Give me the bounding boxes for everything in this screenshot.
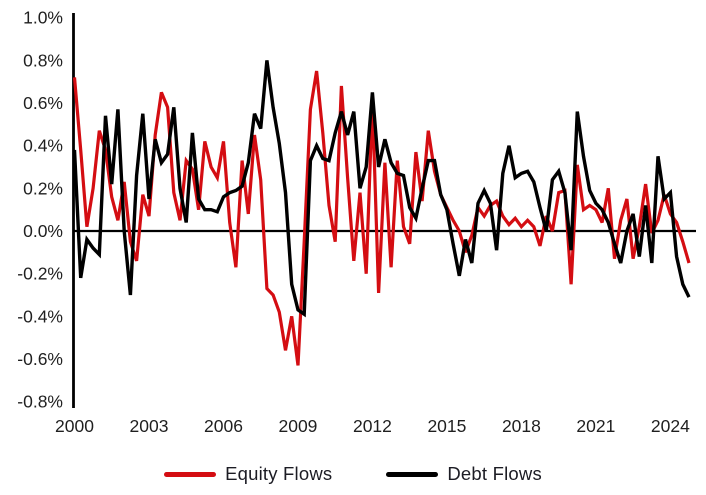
x-axis-tick-label: 2009	[278, 416, 317, 436]
x-axis-tick-label: 2000	[55, 416, 94, 436]
y-axis-tick-label: -0.8%	[17, 392, 63, 412]
x-axis-tick-label: 2006	[204, 416, 243, 436]
legend-label-equity-flows: Equity Flows	[225, 463, 333, 484]
equity-flows-line	[72, 70, 691, 366]
y-axis-tick-label: 0.4%	[23, 136, 63, 156]
x-axis-tick-label: 2018	[502, 416, 541, 436]
legend-item-equity-flows: Equity Flows	[164, 463, 332, 485]
y-axis-tick-label: 0.6%	[23, 93, 63, 113]
y-axis-tick-label: 1.0%	[23, 8, 63, 28]
y-axis-tick-label: 0.0%	[23, 221, 63, 241]
legend-label-debt-flows: Debt Flows	[447, 463, 542, 484]
chart-legend: Equity Flows Debt Flows	[0, 459, 706, 489]
x-axis-tick-label: 2021	[576, 416, 615, 436]
debt-flows-line	[72, 60, 691, 318]
y-axis-tick-label: -0.4%	[17, 306, 63, 326]
y-axis-tick-label: 0.8%	[23, 50, 63, 70]
legend-item-debt-flows: Debt Flows	[386, 463, 542, 485]
equity-flows-line-swatch	[164, 471, 217, 477]
x-axis-tick-label: 2003	[130, 416, 169, 436]
x-axis-tick-label: 2012	[353, 416, 392, 436]
y-axis-tick-label: -0.2%	[17, 264, 63, 284]
y-axis-tick-label: 0.2%	[23, 178, 63, 198]
debt-flows-line-swatch	[386, 471, 439, 477]
x-axis-tick-label: 2024	[651, 416, 690, 436]
x-axis-tick-label: 2015	[427, 416, 466, 436]
y-axis-tick-label: -0.6%	[17, 349, 63, 369]
